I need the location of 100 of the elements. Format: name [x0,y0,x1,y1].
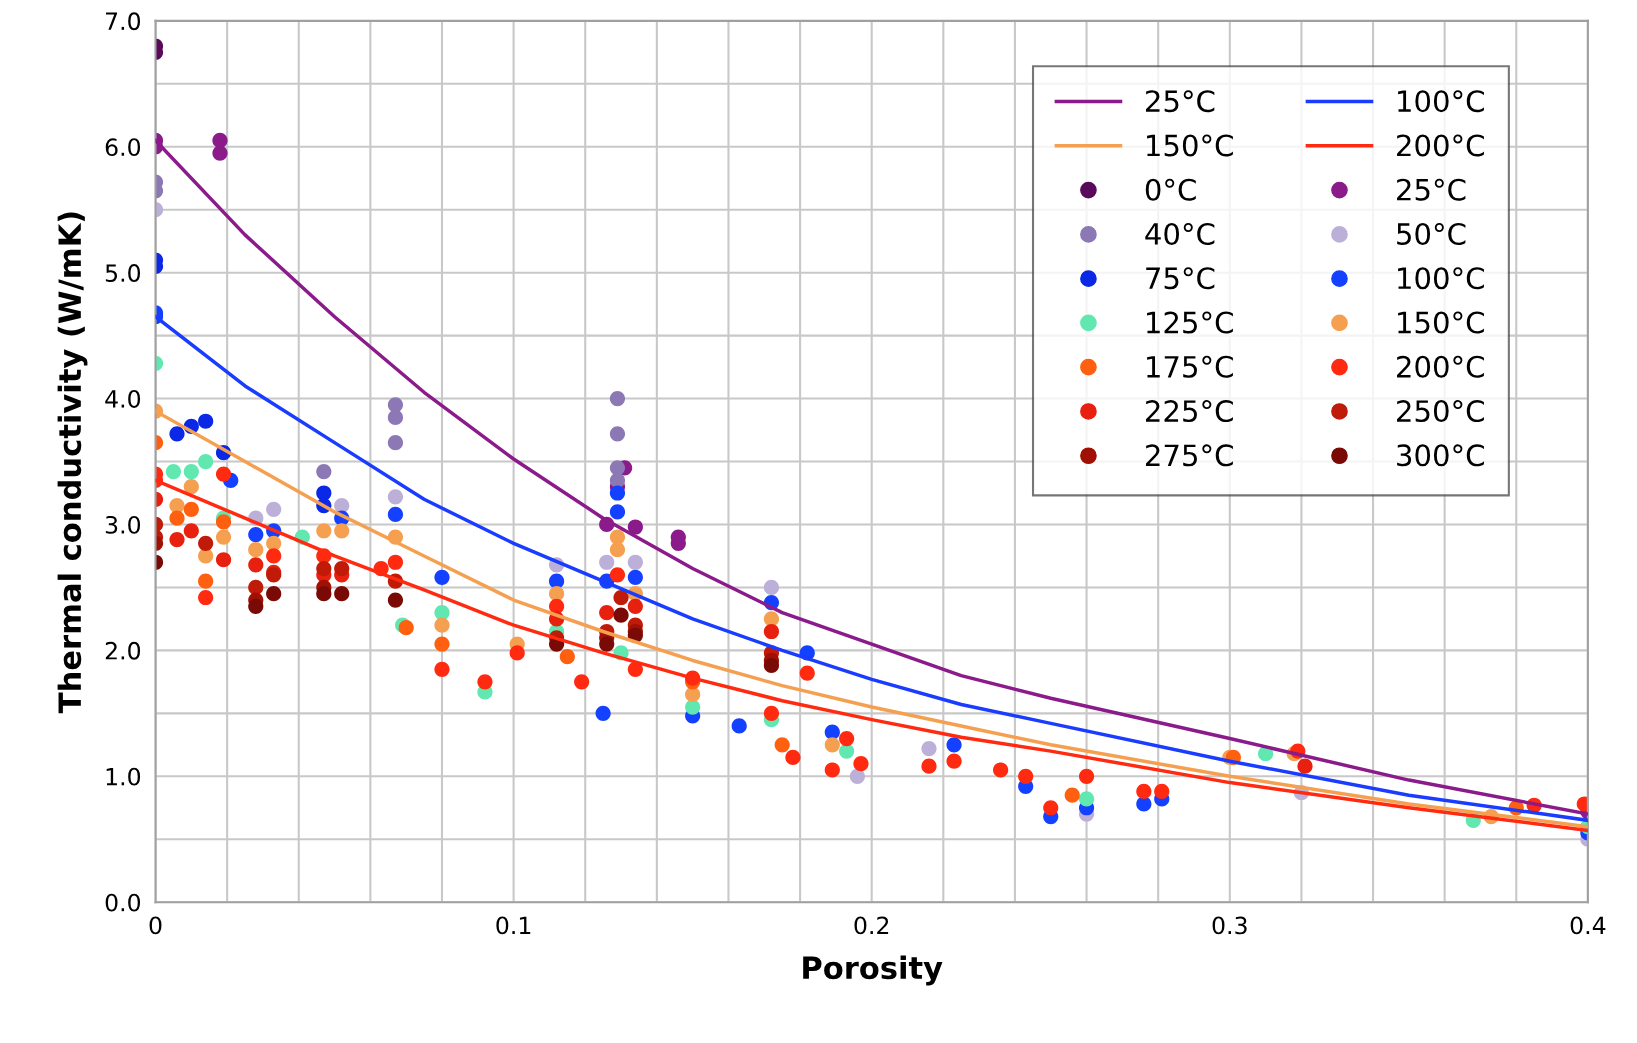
point [266,501,282,517]
point [548,586,565,602]
point [266,548,282,564]
legend-label: 40°C [1145,222,1215,246]
point [1154,783,1170,800]
point [731,718,747,734]
point [165,463,182,480]
point [609,390,626,407]
point [198,573,214,589]
point [993,762,1009,778]
point [921,740,937,757]
legend-label: 250°C [1397,400,1484,423]
point [1136,783,1152,800]
point [609,426,626,442]
point [387,435,404,451]
point [198,589,214,606]
point [595,705,611,721]
point [334,586,350,602]
point [853,756,869,772]
legend-label: 75°C [1146,267,1215,290]
legend-label: 25°C [1145,90,1215,113]
point [387,409,404,426]
x-tick-label: 0.1 [496,916,531,935]
legend-label: 275°C [1145,444,1233,467]
point [849,768,865,784]
x-axis-title: Porosity [803,955,943,986]
point [609,567,626,583]
point [609,542,626,558]
legend-label: 200°C [1397,134,1484,157]
point [774,737,790,753]
point [627,569,643,585]
legend-label: 225°C [1145,400,1233,423]
point [763,579,780,596]
legend-label: 125°C [1147,311,1233,334]
point [946,737,962,753]
point [477,674,493,690]
legend-label: 150°C [1398,311,1484,334]
point [183,523,199,539]
legend-label: 100°C [1398,267,1484,290]
point [763,657,780,674]
point [266,586,282,602]
point [248,598,264,614]
x-tick-label: 0.4 [1570,916,1606,935]
point [609,504,626,520]
legend-label: 0°C [1145,178,1196,201]
point [763,705,780,721]
point [169,510,185,526]
point [509,645,525,661]
point [946,753,962,769]
point [198,453,214,470]
point [215,466,232,482]
point [434,569,450,585]
point [248,579,264,596]
point [609,485,626,501]
point [599,605,615,621]
point [169,531,185,548]
point [248,542,264,558]
point [1078,791,1095,807]
point [548,598,565,614]
point [334,560,350,577]
point [839,730,855,747]
point [824,724,840,740]
y-tick-label: 2.0 [105,641,141,660]
point [1043,800,1059,816]
point [215,529,232,545]
point [248,526,264,543]
point [627,519,643,535]
x-tick-label: 0 [149,916,162,935]
point [785,749,801,766]
legend-label: 25°C [1397,178,1466,201]
point [334,497,350,514]
legend-label: 300°C [1397,444,1484,467]
x-tick-label: 0.3 [1212,916,1247,935]
point [316,586,332,602]
point [627,598,643,614]
legend-label: 175°C [1147,355,1233,378]
point [212,132,228,149]
y-tick-label: 1.0 [106,767,141,786]
legend-label: 100°C [1398,90,1484,113]
point [627,554,643,570]
y-tick-label: 5.0 [105,264,141,282]
point [1078,768,1095,784]
point [183,479,199,495]
point [387,554,404,570]
point [559,649,575,665]
point [198,535,214,551]
legend-label: 50°C [1397,222,1466,246]
point [198,413,214,429]
point [387,489,404,505]
x-tick-label: 0.2 [854,916,889,935]
point [574,674,590,690]
point [599,554,615,570]
point [548,573,565,589]
point [1018,768,1034,784]
point [169,426,185,442]
point [799,665,815,681]
point [824,737,840,753]
point [215,514,232,530]
point [685,686,701,703]
point [266,535,282,551]
